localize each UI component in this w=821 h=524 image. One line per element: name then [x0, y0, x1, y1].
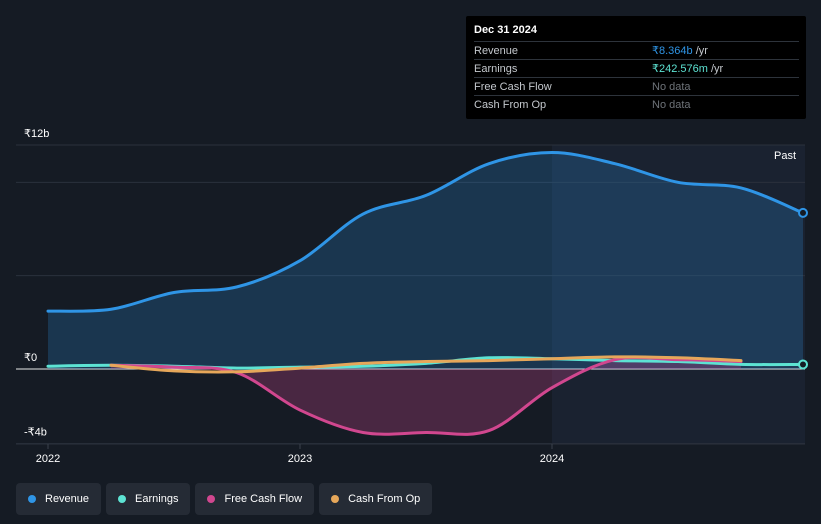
legend-dot-icon	[118, 495, 127, 503]
line-layer	[46, 150, 808, 436]
earnings-end-point	[798, 359, 808, 370]
legend-label: Earnings	[135, 493, 179, 505]
legend-item-earnings[interactable]: Earnings	[106, 483, 191, 515]
legend: Revenue Earnings Free Cash Flow Cash Fro…	[16, 483, 433, 515]
x-tick-label: 2024	[540, 453, 564, 465]
tooltip-row-cash-from-op: Cash From Op No data	[474, 95, 799, 113]
tooltip-label: Revenue	[474, 44, 519, 57]
legend-dot-icon	[207, 495, 216, 503]
tooltip-label: Free Cash Flow	[474, 80, 552, 93]
tooltip-value-number: No data	[652, 80, 691, 93]
legend-label: Free Cash Flow	[224, 493, 303, 505]
x-tick-label: 2022	[36, 453, 60, 465]
chart-plot: ₹12b ₹0 -₹4b 2022 2023 2024	[16, 128, 808, 465]
revenue-end-point	[798, 207, 808, 218]
tooltip-value: No data	[652, 99, 691, 111]
y-tick-label: ₹12b	[24, 128, 49, 140]
legend-item-cash-from-op[interactable]: Cash From Op	[319, 483, 433, 515]
tooltip-row-free-cash-flow: Free Cash Flow No data	[474, 77, 799, 95]
tooltip-row-earnings: Earnings ₹242.576m /yr	[474, 59, 799, 77]
tooltip-value: No data	[652, 81, 691, 93]
tooltip-value-unit: /yr	[707, 63, 724, 75]
past-label: Past	[774, 150, 797, 162]
legend-dot-icon	[331, 495, 340, 503]
tooltip-value: ₹242.576m /yr	[652, 62, 723, 75]
area-layer	[48, 152, 803, 435]
legend-label: Revenue	[45, 493, 90, 505]
legend-label: Cash From Op	[348, 493, 421, 505]
legend-item-revenue[interactable]: Revenue	[16, 483, 102, 515]
legend-item-free-cash-flow[interactable]: Free Cash Flow	[195, 483, 315, 515]
free-cash-flow-area	[111, 357, 741, 435]
tooltip-value-number: No data	[652, 98, 691, 111]
tooltip-label: Earnings	[474, 62, 518, 75]
tooltip-value-number: ₹242.576m	[652, 63, 708, 75]
tooltip-label: Cash From Op	[474, 98, 547, 111]
cash-from-op-line	[109, 355, 743, 374]
tick-layer: ₹12b ₹0 -₹4b 2022 2023 2024	[24, 128, 564, 465]
revenue-area	[48, 152, 803, 369]
tooltip-panel: Dec 31 2024 Revenue ₹8.364b /yr Earnings…	[466, 16, 806, 119]
y-tick-label: -₹4b	[24, 427, 47, 439]
legend-dot-icon	[28, 495, 36, 503]
tooltip-value-number: ₹8.364b	[652, 45, 693, 57]
tooltip-date: Dec 31 2024	[474, 24, 537, 36]
x-tick-label: 2023	[288, 453, 312, 465]
tooltip-value: ₹8.364b /yr	[652, 44, 708, 57]
y-tick-label: ₹0	[24, 352, 37, 364]
revenue-line	[46, 150, 805, 313]
tooltip-row-revenue: Revenue ₹8.364b /yr	[474, 41, 799, 59]
tooltip-value-unit: /yr	[692, 45, 708, 57]
